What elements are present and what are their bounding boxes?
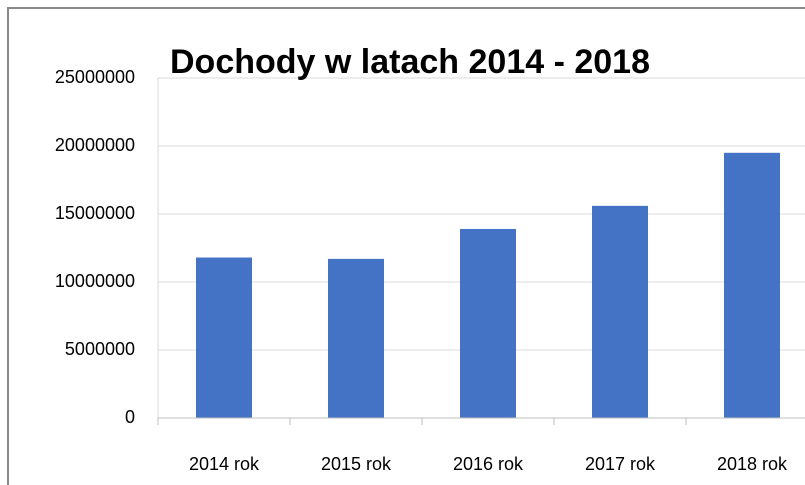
chart-title: Dochody w latach 2014 - 2018 — [170, 43, 650, 81]
x-tick-label: 2017 rok — [585, 454, 656, 474]
bar — [592, 205, 648, 418]
chart-frame — [7, 7, 805, 485]
bar — [460, 228, 516, 418]
y-tick-label: 10000000 — [55, 271, 135, 291]
bar — [724, 152, 780, 419]
y-tick-label: 20000000 — [55, 135, 135, 155]
y-tick-label: 15000000 — [55, 203, 135, 223]
x-tick-label: 2016 rok — [453, 454, 524, 474]
x-tick-label: 2015 rok — [321, 454, 392, 474]
y-tick-label: 25000000 — [55, 67, 135, 87]
y-tick-label: 0 — [125, 407, 135, 427]
x-tick-label: 2018 rok — [717, 454, 788, 474]
x-tick-label: 2014 rok — [189, 454, 260, 474]
bar — [196, 257, 252, 418]
bar — [328, 258, 384, 418]
y-tick-label: 5000000 — [65, 339, 135, 359]
